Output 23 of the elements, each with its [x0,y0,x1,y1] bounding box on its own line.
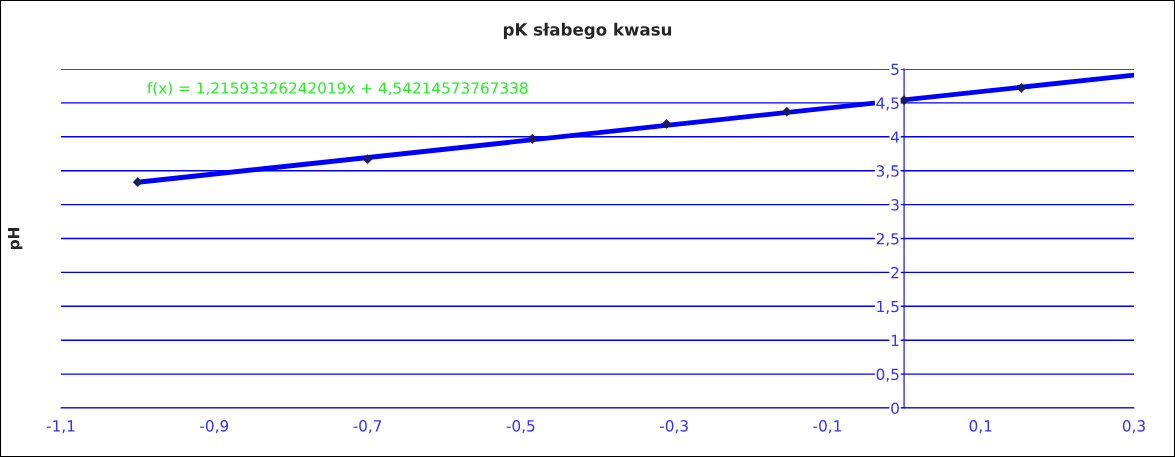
y-tick-label: 0 [891,402,899,415]
x-tick-label: -0,1 [813,420,841,434]
y-tick-label: 5 [891,63,899,76]
annotation: f(x) = 1,21593326242019x + 4,54214573767338 [147,81,528,96]
x-tick-label: -1,1 [46,420,75,434]
y-tick-label: 2 [891,266,899,279]
x-tick-label: -0,9 [200,420,229,434]
y-tick-label: 3,5 [876,165,899,179]
y-tick-label: 0,5 [876,368,899,382]
y-tick-label: 4,5 [876,97,899,111]
y-tick-label: 1 [891,334,899,346]
y-tick-label: 3 [891,199,899,211]
point [661,119,672,129]
y-tick-label: 2,5 [876,232,899,247]
y-tick-label: 4 [890,131,900,143]
y-axis-title: pH [8,228,23,250]
x-tick-label: 0,1 [969,420,992,434]
x-tick-label: 0,3 [1122,420,1145,434]
chart-title: pK słabego kwasu [503,22,672,40]
x-tick-label: -0,5 [506,420,535,434]
x-tick-label: -0,7 [353,420,382,434]
x-tick-label: -0,3 [659,420,688,434]
y-tick-label: 1,5 [877,300,899,314]
